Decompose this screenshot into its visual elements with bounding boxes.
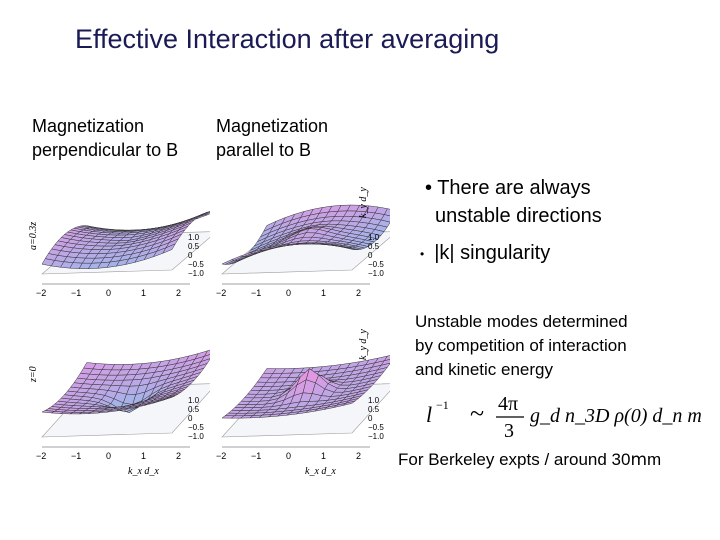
x-tick-label: 1	[321, 451, 326, 461]
formula-exp: −1	[436, 398, 449, 412]
surface-cell	[342, 246, 356, 250]
z-tick-label: −0.5	[368, 260, 384, 269]
column-label-perpendicular: Magnetization perpendicular to B	[32, 114, 178, 162]
x-tick-label: 2	[356, 288, 361, 298]
surface-plot-top-right: −2 −1 0 1 21.00.50−0.5−1.0	[216, 204, 390, 298]
z-tick-label: 0	[368, 414, 373, 423]
footer-text: For Berkeley expts / around 30	[398, 450, 631, 469]
x-tick-label: −2	[36, 288, 46, 298]
bottom-x-label-right: k_x d_x	[305, 466, 336, 477]
formula: l −1 ~ 4π 3 g_d n_3D ρ(0) d_n m	[426, 393, 702, 442]
column-label-perpendicular-line2: perpendicular to B	[32, 140, 179, 160]
x-tick-label: −2	[36, 451, 46, 461]
z-tick-label: 0.5	[368, 405, 380, 414]
surface-cell	[342, 400, 356, 406]
surface-cell	[162, 243, 176, 254]
z-tick-label: 0.5	[188, 405, 200, 414]
x-tick-label: −1	[71, 288, 81, 298]
plot-bottom-left: −2 −1 0 1 2 1.0 0.5 0 −0.5 −1.0	[30, 305, 210, 465]
formula-lhs: l	[426, 402, 432, 427]
formula-num: 4π	[498, 393, 518, 415]
z-tick-label: 0.5	[368, 242, 380, 251]
paragraph-line2: by competition of interaction	[415, 336, 627, 355]
bullet-unstable-directions: • There are always	[425, 177, 591, 199]
bullet-k-singularity: • |k| singularity	[420, 240, 550, 267]
bullet-k-singularity-text: |k| singularity	[434, 242, 551, 264]
z-tick-label: 1.0	[368, 396, 380, 405]
x-tick-label: 2	[176, 451, 181, 461]
plot-top-right: −2 −1 0 1 2 1.0 0.5 0 −0.5 −1.0	[210, 162, 390, 302]
z-tick-label: −1.0	[188, 269, 204, 278]
z-tick-label: 0	[368, 251, 373, 260]
x-tick-label: 0	[286, 288, 291, 298]
z-tick-label: −0.5	[188, 260, 204, 269]
x-tick-label: 1	[321, 288, 326, 298]
footer-unit: m	[647, 450, 662, 469]
x-tick-label: −1	[251, 288, 261, 298]
column-label-parallel: Magnetization parallel to B	[216, 114, 328, 162]
plot-top-left: −2 −1 0 1 2 1.0 0.5 0 −0.5 −1.0	[30, 162, 210, 302]
z-tick-label: 0	[188, 251, 193, 260]
z-tick-label: −1.0	[188, 432, 204, 441]
z-tick-label: 1.0	[188, 233, 200, 242]
x-tick-label: −1	[251, 451, 261, 461]
surface-cell	[383, 355, 390, 362]
row2-side-label: z=0	[28, 366, 39, 382]
formula-sim: ~	[470, 399, 484, 428]
surface-plot-bottom-left: −2 −1 0 1 21.00.50−0.5−1.0	[36, 349, 210, 461]
surface-plot-bottom-right: −2 −1 0 1 21.00.50−0.5−1.0	[216, 355, 390, 461]
z-tick-label: −1.0	[368, 432, 384, 441]
x-tick-label: −1	[71, 451, 81, 461]
footer-mu: m	[630, 450, 648, 470]
x-tick-label: −2	[216, 288, 226, 298]
x-tick-label: 0	[106, 288, 111, 298]
z-tick-label: 0.5	[188, 242, 200, 251]
x-tick-label: 0	[106, 451, 111, 461]
formula-rhs: g_d n_3D ρ(0) d_n m	[530, 405, 702, 427]
z-tick-label: −0.5	[368, 423, 384, 432]
z-tick-label: 1.0	[188, 396, 200, 405]
footer-note: For Berkeley expts / around 30mm	[398, 450, 661, 470]
z-tick-label: 1.0	[368, 233, 380, 242]
x-tick-label: 2	[356, 451, 361, 461]
z-tick-label: −1.0	[368, 269, 384, 278]
x-tick-label: 1	[141, 451, 146, 461]
surface-plot-top-left: −2 −1 0 1 21.00.50−0.5−1.0	[36, 211, 210, 298]
x-tick-label: 0	[286, 451, 291, 461]
z-tick-label: 0	[188, 414, 193, 423]
slide-title: Effective Interaction after averaging	[75, 24, 500, 54]
surface-cell	[383, 208, 390, 217]
plot-bottom-right: −2 −1 0 1 2 1.0 0.5 0 −0.5 −1.0	[210, 305, 390, 465]
row1-side-label: a=0.3z	[28, 221, 39, 250]
axis-right-label-top: k_y d_y	[358, 187, 369, 218]
column-label-parallel-line2: parallel to B	[216, 140, 312, 160]
x-tick-label: −2	[216, 451, 226, 461]
surface-cell	[162, 395, 176, 401]
x-tick-label: 2	[176, 288, 181, 298]
paragraph-line1: Unstable modes determined	[415, 312, 628, 331]
paragraph-line3: and kinetic energy	[415, 360, 553, 379]
paragraph-unstable-modes: Unstable modes determined by competition…	[415, 310, 628, 382]
column-label-perpendicular-line1: Magnetization	[32, 116, 145, 136]
z-tick-label: −0.5	[188, 423, 204, 432]
axis-right-label-bottom: k_y d_y	[358, 329, 369, 360]
bottom-x-label-left: k_x d_x	[128, 466, 159, 477]
bullet-unstable-directions-line2: unstable directions	[435, 205, 602, 227]
x-tick-label: 1	[141, 288, 146, 298]
formula-den: 3	[504, 420, 514, 442]
column-label-parallel-line1: Magnetization	[216, 116, 329, 136]
bullet-dot-icon: •	[420, 246, 425, 261]
